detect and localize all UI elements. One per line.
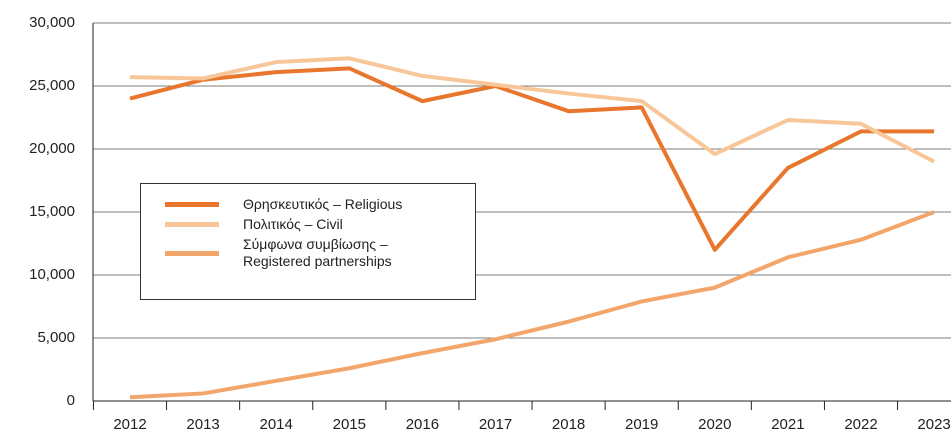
y-tick-label: 15,000 [29, 203, 75, 220]
legend: Θρησκευτικός – Religious Πολιτικός – Civi… [140, 183, 476, 300]
legend-entry: Πολιτικός – Civil [165, 216, 475, 233]
series-line [129, 56, 936, 164]
x-tick-label: 2017 [479, 416, 512, 433]
y-tick-label: 30,000 [29, 14, 75, 31]
legend-entry: Θρησκευτικός – Religious [165, 196, 475, 213]
y-tick-label: 10,000 [29, 266, 75, 283]
legend-swatch [165, 202, 219, 207]
legend-label: Πολιτικός – Civil [243, 216, 343, 232]
x-tick-label: 2022 [844, 416, 877, 433]
y-tick-label: 0 [67, 392, 75, 409]
x-tick-label: 2020 [698, 416, 731, 433]
x-tick-label: 2021 [771, 416, 804, 433]
y-tick-label: 25,000 [29, 77, 75, 94]
y-tick-label: 20,000 [29, 140, 75, 157]
legend-label: Σύμφωνα συμβίωσης – Registered partnersh… [243, 236, 392, 269]
series-line [129, 66, 935, 252]
legend-label: Θρησκευτικός – Religious [243, 196, 403, 212]
x-tick-label: 2013 [186, 416, 219, 433]
series-line [129, 210, 935, 400]
x-tick-label: 2014 [260, 416, 293, 433]
x-tick-label: 2015 [333, 416, 366, 433]
x-tick-label: 2019 [625, 416, 658, 433]
x-tick-label: 2016 [406, 416, 439, 433]
x-tick-label: 2023 [917, 416, 950, 433]
y-tick-label: 5,000 [37, 329, 75, 346]
legend-swatch [165, 222, 219, 227]
x-tick-label: 2012 [113, 416, 146, 433]
legend-swatch [165, 250, 219, 256]
legend-entry: Σύμφωνα συμβίωσης – Registered partnersh… [165, 236, 475, 270]
x-tick-label: 2018 [552, 416, 585, 433]
